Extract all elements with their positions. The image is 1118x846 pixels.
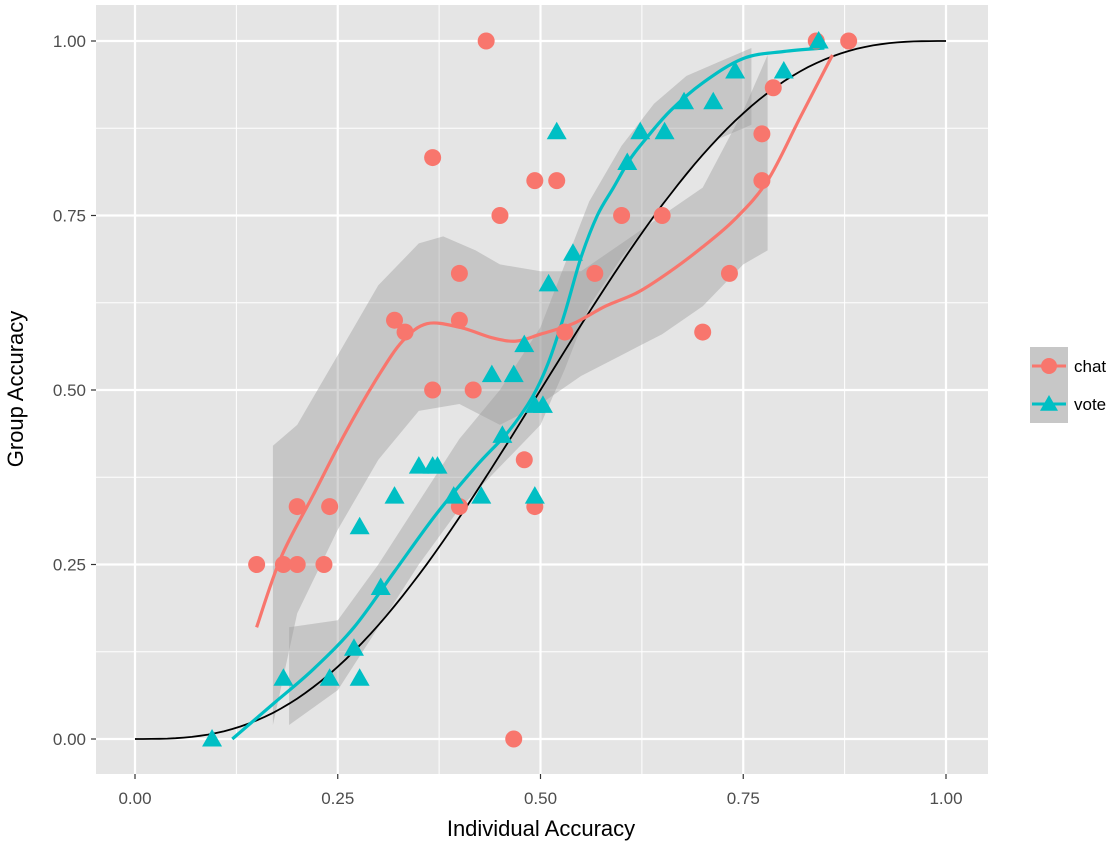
- vote-point: [492, 425, 513, 443]
- y-tick-label: 1.00: [53, 32, 86, 51]
- chat-point: [505, 730, 523, 748]
- vote-point: [725, 61, 746, 79]
- chat-point: [450, 264, 468, 282]
- chat-point: [477, 32, 495, 50]
- chat-point: [288, 556, 306, 573]
- x-tick-label: 0.50: [524, 789, 557, 808]
- chat-point: [464, 381, 482, 399]
- y-tick-label: 0.25: [53, 556, 86, 575]
- y-tick-label: 0.50: [53, 381, 86, 400]
- y-axis-title: Group Accuracy: [3, 311, 28, 468]
- data-points: [202, 31, 858, 748]
- x-tick-label: 0.25: [321, 789, 354, 808]
- chat-legend-label: chat: [1074, 357, 1106, 376]
- chat-point: [450, 311, 468, 329]
- vote-point: [674, 91, 695, 110]
- reference-curve: [135, 40, 946, 740]
- vote-point: [630, 121, 651, 140]
- vote-point: [481, 364, 502, 383]
- chat-point: [321, 498, 339, 516]
- y-tick-label: 0.75: [53, 207, 86, 226]
- chat-confidence-band: [272, 55, 768, 725]
- reference-curve-group: [135, 40, 946, 740]
- vote-point: [471, 486, 492, 504]
- vote-point: [503, 364, 524, 383]
- chat-point: [315, 556, 333, 573]
- x-tick-label: 0.00: [118, 789, 151, 808]
- vote-point: [654, 121, 675, 140]
- vote-point: [319, 668, 340, 686]
- chat-point: [274, 556, 292, 573]
- chat-point: [764, 79, 782, 97]
- chat-point: [694, 323, 712, 341]
- vote-smooth-line: [231, 46, 825, 741]
- vote-legend-label: vote: [1074, 395, 1106, 414]
- x-tick-label: 0.75: [727, 789, 760, 808]
- chat-point: [248, 556, 266, 573]
- vote-point: [370, 577, 391, 596]
- chat-point: [526, 172, 544, 190]
- chat-point: [386, 311, 404, 329]
- chat-point: [491, 207, 509, 224]
- vote-point: [532, 395, 553, 413]
- vote-point: [808, 31, 829, 49]
- vote-point: [408, 456, 429, 474]
- x-axis-title: Individual Accuracy: [447, 816, 635, 841]
- y-axis-ticks: 0.00 0.25 0.50 0.75 1.00: [53, 32, 96, 749]
- vote-point: [773, 61, 794, 79]
- y-tick-label: 0.00: [53, 730, 86, 749]
- chat-legend-symbol: [1041, 358, 1057, 374]
- chat-point: [720, 264, 738, 282]
- vote-point: [349, 668, 370, 686]
- vote-point: [562, 243, 583, 261]
- chat-point: [753, 125, 771, 143]
- vote-point: [343, 638, 364, 656]
- chat-point: [586, 264, 604, 282]
- vote-point: [349, 516, 370, 535]
- vote-point: [443, 486, 464, 504]
- chat-point: [424, 381, 442, 399]
- vote-point: [202, 729, 223, 747]
- vote-point: [384, 486, 405, 504]
- vote-point: [273, 668, 294, 686]
- chat-point: [288, 498, 306, 516]
- vote-point: [514, 334, 535, 353]
- legend: chat vote: [1030, 347, 1106, 423]
- vote-point: [617, 152, 638, 170]
- chat-point: [556, 323, 574, 341]
- chat-point: [753, 172, 771, 190]
- chat-point: [840, 32, 858, 50]
- x-axis-ticks: 0.00 0.25 0.50 0.75 1.00: [118, 774, 963, 808]
- x-tick-label: 1.00: [929, 789, 962, 808]
- vote-point: [427, 456, 448, 474]
- vote-legend-symbol: [1040, 395, 1058, 411]
- chat-point: [424, 149, 442, 167]
- vote-point: [524, 486, 545, 504]
- chat-point: [653, 207, 671, 224]
- chat-point: [396, 323, 414, 341]
- vote-point: [546, 121, 567, 140]
- chat-point: [515, 451, 533, 469]
- chat-point: [548, 172, 566, 190]
- vote-point: [703, 91, 724, 110]
- chat-point: [613, 207, 631, 224]
- vote-point: [538, 273, 559, 292]
